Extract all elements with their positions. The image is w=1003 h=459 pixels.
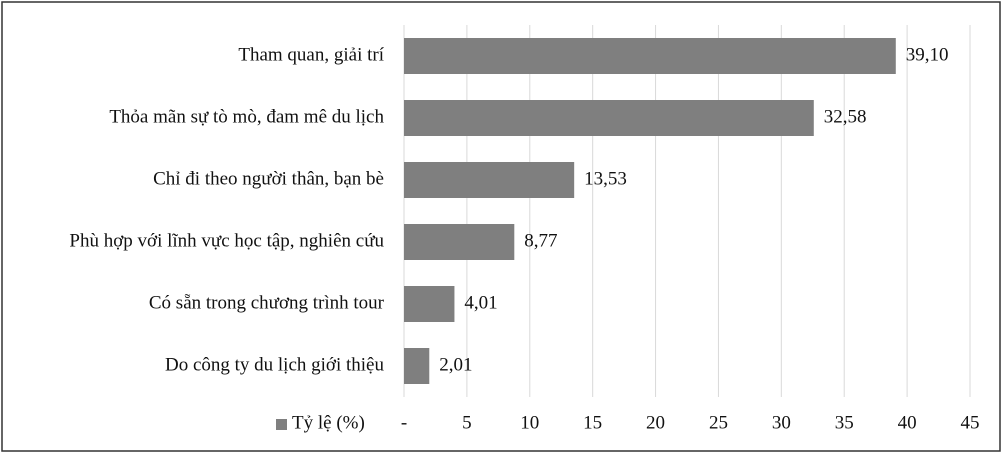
value-label: 39,10	[906, 44, 949, 65]
bar	[404, 348, 430, 384]
value-label: 13,53	[584, 168, 627, 189]
x-tick-label: 40	[898, 412, 917, 433]
x-tick-label: -	[401, 412, 407, 433]
value-label: 2,01	[439, 354, 472, 375]
value-label: 32,58	[824, 106, 867, 127]
y-tick-label: Thỏa mãn sự tò mò, đam mê du lịch	[109, 106, 384, 127]
bar	[404, 38, 896, 74]
legend-swatch	[276, 419, 287, 430]
x-tick-label: 15	[583, 412, 602, 433]
x-tick-label: 30	[772, 412, 791, 433]
y-tick-label: Phù hợp với lĩnh vực học tập, nghiên cứu	[69, 230, 384, 251]
legend-label: Tỷ lệ (%)	[292, 412, 365, 433]
x-tick-label: 20	[646, 412, 665, 433]
x-tick-label: 10	[520, 412, 539, 433]
bar	[404, 224, 515, 260]
value-label: 4,01	[464, 292, 497, 313]
bar	[404, 162, 575, 198]
x-tick-label: 45	[961, 412, 980, 433]
bar	[404, 286, 455, 322]
y-tick-label: Do công ty du lịch giới thiệu	[165, 354, 385, 375]
bar	[404, 100, 814, 136]
y-tick-label: Tham quan, giải trí	[238, 44, 384, 65]
x-tick-label: 25	[709, 412, 728, 433]
x-tick-label: 5	[462, 412, 472, 433]
y-tick-label: Chỉ đi theo người thân, bạn bè	[153, 168, 384, 189]
x-tick-label: 35	[835, 412, 854, 433]
y-tick-label: Có sẵn trong chương trình tour	[149, 292, 385, 313]
value-label: 8,77	[524, 230, 557, 251]
